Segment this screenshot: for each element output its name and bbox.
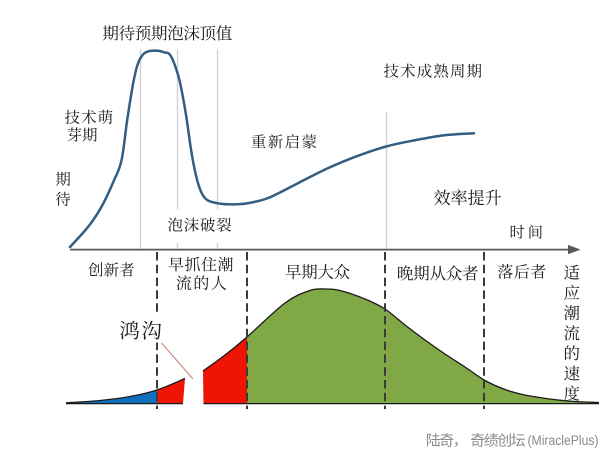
svg-text:(MiraclePlus): (MiraclePlus) [528,433,599,448]
